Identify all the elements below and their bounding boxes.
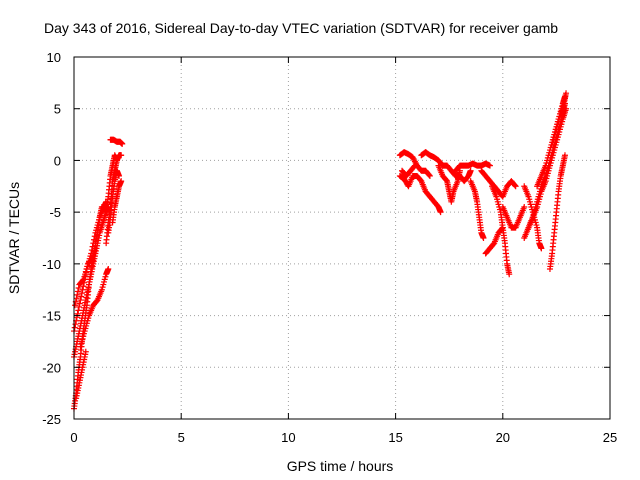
x-tick-labels: 0 5 10 15 20 25 bbox=[70, 430, 617, 445]
data-point bbox=[80, 283, 87, 290]
plot-frame bbox=[73, 56, 611, 420]
data-point bbox=[73, 295, 80, 302]
data-point bbox=[506, 271, 513, 278]
data-point bbox=[499, 224, 506, 231]
data-point bbox=[113, 157, 120, 164]
data-point bbox=[74, 291, 81, 298]
data-point bbox=[563, 90, 570, 97]
data-point bbox=[118, 152, 125, 159]
data-point bbox=[105, 266, 112, 273]
y-tick-label: -25 bbox=[42, 412, 61, 427]
data-points bbox=[71, 90, 570, 412]
data-point bbox=[77, 297, 84, 304]
data-point bbox=[511, 182, 518, 189]
data-point bbox=[78, 290, 85, 297]
x-tick-label: 5 bbox=[178, 430, 185, 445]
data-point bbox=[76, 300, 83, 307]
data-point bbox=[561, 152, 568, 159]
data-point bbox=[74, 288, 81, 295]
data-point bbox=[90, 240, 97, 247]
data-point bbox=[426, 172, 433, 179]
x-tick-label: 15 bbox=[388, 430, 402, 445]
data-point bbox=[467, 167, 474, 174]
data-point bbox=[78, 293, 85, 300]
y-tick-label: 10 bbox=[47, 50, 61, 65]
x-tick-label: 10 bbox=[281, 430, 295, 445]
data-point bbox=[75, 284, 82, 291]
data-point bbox=[72, 321, 79, 328]
data-point bbox=[486, 162, 493, 169]
data-point bbox=[499, 225, 506, 232]
y-tick-label: -15 bbox=[42, 309, 61, 324]
data-point bbox=[411, 163, 418, 170]
data-point bbox=[76, 303, 83, 310]
data-point bbox=[118, 178, 125, 185]
data-point bbox=[116, 172, 123, 179]
data-point bbox=[79, 277, 86, 284]
data-point bbox=[91, 233, 98, 240]
data-point bbox=[426, 172, 433, 179]
y-axis-label: SDTVAR / TECUs bbox=[6, 182, 22, 294]
x-tick-label: 20 bbox=[496, 430, 510, 445]
x-axis-label: GPS time / hours bbox=[287, 458, 394, 474]
y-tick-label: -10 bbox=[42, 257, 61, 272]
data-point bbox=[71, 324, 78, 331]
y-tick-label: 5 bbox=[54, 102, 61, 117]
y-tick-label: 0 bbox=[54, 153, 61, 168]
axis-ticks bbox=[73, 56, 611, 420]
data-point bbox=[437, 209, 444, 216]
data-point bbox=[561, 93, 568, 100]
data-point bbox=[91, 236, 98, 243]
data-point bbox=[72, 302, 79, 309]
x-tick-label: 25 bbox=[603, 430, 617, 445]
data-point bbox=[512, 183, 519, 190]
data-point bbox=[411, 162, 418, 169]
data-point bbox=[92, 245, 99, 252]
y-tick-labels: -25 -20 -15 -10 -5 0 5 10 bbox=[42, 50, 61, 427]
data-point bbox=[538, 245, 545, 252]
data-point bbox=[521, 203, 528, 210]
x-tick-label: 0 bbox=[70, 430, 77, 445]
y-tick-label: -5 bbox=[49, 205, 61, 220]
chart-title: Day 343 of 2016, Sidereal Day-to-day VTE… bbox=[44, 20, 558, 36]
y-tick-label: -20 bbox=[42, 360, 61, 375]
data-point bbox=[79, 286, 86, 293]
data-point bbox=[480, 235, 487, 241]
data-point bbox=[82, 348, 89, 355]
data-point bbox=[75, 307, 82, 314]
data-point bbox=[119, 140, 126, 147]
